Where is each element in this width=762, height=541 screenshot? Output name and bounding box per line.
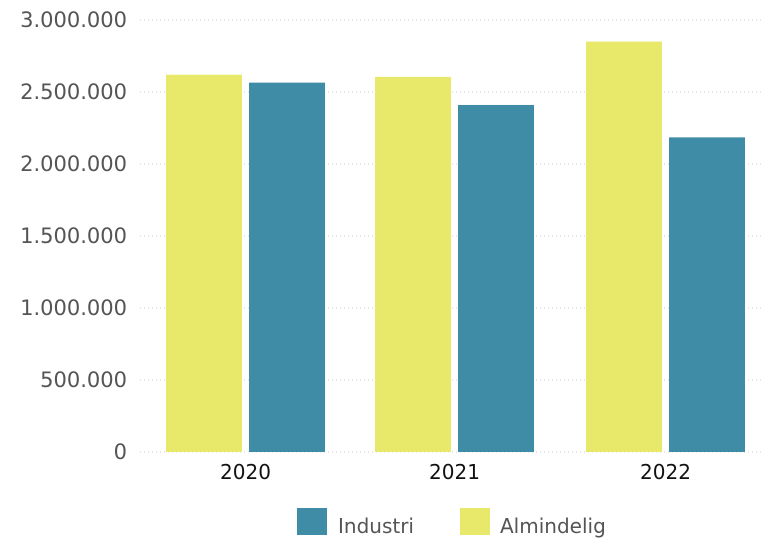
y-tick-label: 2.500.000 [20, 80, 127, 104]
bar-almindelig-2021 [375, 76, 451, 452]
legend: Industri Almindelig [297, 508, 606, 538]
y-tick-label: 0 [114, 440, 127, 464]
y-tick-label: 1.000.000 [20, 296, 127, 320]
bar-almindelig-2020 [166, 74, 242, 452]
y-axis-tick-labels: 0 500.000 1.000.000 1.500.000 2.000.000 2.500… [20, 8, 127, 464]
x-tick-label: 2020 [220, 460, 271, 484]
x-tick-label: 2022 [640, 460, 691, 484]
legend-swatch-industri [297, 508, 327, 535]
x-tick-label: 2021 [429, 460, 480, 484]
bar-industri-2020 [249, 82, 325, 452]
y-tick-label: 2.000.000 [20, 152, 127, 176]
bars [166, 41, 745, 453]
y-tick-label: 1.500.000 [20, 224, 127, 248]
y-tick-label: 3.000.000 [20, 8, 127, 32]
legend-label-almindelig: Almindelig [500, 514, 606, 538]
y-tick-label: 500.000 [40, 368, 127, 392]
bar-industri-2021 [458, 104, 534, 453]
x-axis-tick-labels: 2020 2021 2022 [220, 460, 691, 484]
bar-almindelig-2022 [586, 41, 662, 452]
legend-label-industri: Industri [338, 514, 414, 538]
legend-swatch-almindelig [460, 508, 490, 535]
bar-industri-2022 [669, 137, 745, 453]
